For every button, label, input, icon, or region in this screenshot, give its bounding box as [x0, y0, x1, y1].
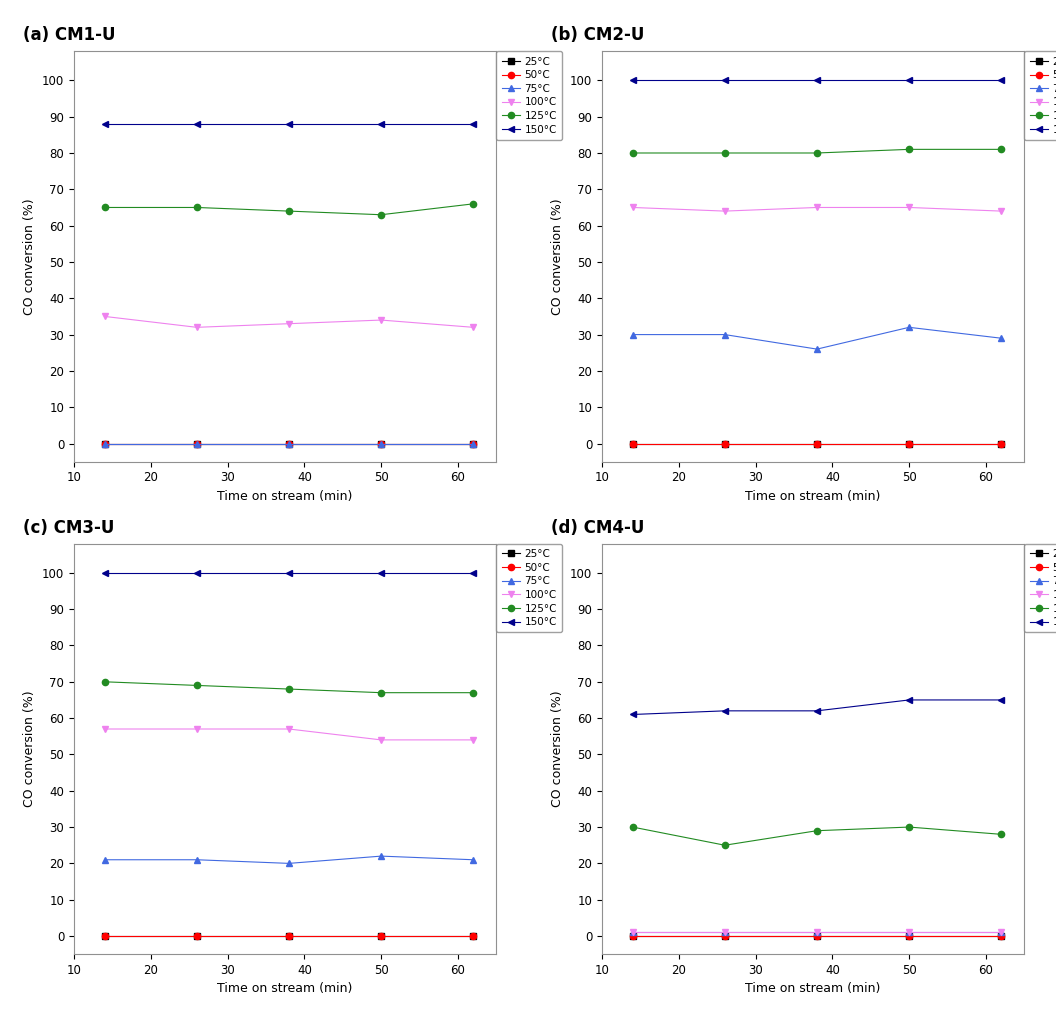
Y-axis label: CO conversion (%): CO conversion (%): [551, 690, 564, 807]
Legend: 25°C, 50°C, 75°C, 100°C, 125°C, 150°C: 25°C, 50°C, 75°C, 100°C, 125°C, 150°C: [496, 544, 562, 632]
Y-axis label: CO conversion (%): CO conversion (%): [23, 690, 36, 807]
Legend: 25°C, 50°C, 75°C, 100°C, 125°C, 150°C: 25°C, 50°C, 75°C, 100°C, 125°C, 150°C: [1024, 51, 1056, 140]
Y-axis label: CO conversion (%): CO conversion (%): [551, 198, 564, 315]
Text: (c) CM3-U: (c) CM3-U: [23, 519, 115, 537]
X-axis label: Time on stream (min): Time on stream (min): [218, 983, 353, 995]
X-axis label: Time on stream (min): Time on stream (min): [746, 490, 881, 503]
Y-axis label: CO conversion (%): CO conversion (%): [23, 198, 36, 315]
Text: (a) CM1-U: (a) CM1-U: [23, 27, 116, 44]
Text: (b) CM2-U: (b) CM2-U: [551, 27, 644, 44]
X-axis label: Time on stream (min): Time on stream (min): [746, 983, 881, 995]
Text: (d) CM4-U: (d) CM4-U: [551, 519, 644, 537]
Legend: 25°C, 50°C, 75°C, 100°C, 125°C, 150°C: 25°C, 50°C, 75°C, 100°C, 125°C, 150°C: [1024, 544, 1056, 632]
Legend: 25°C, 50°C, 75°C, 100°C, 125°C, 150°C: 25°C, 50°C, 75°C, 100°C, 125°C, 150°C: [496, 51, 562, 140]
X-axis label: Time on stream (min): Time on stream (min): [218, 490, 353, 503]
